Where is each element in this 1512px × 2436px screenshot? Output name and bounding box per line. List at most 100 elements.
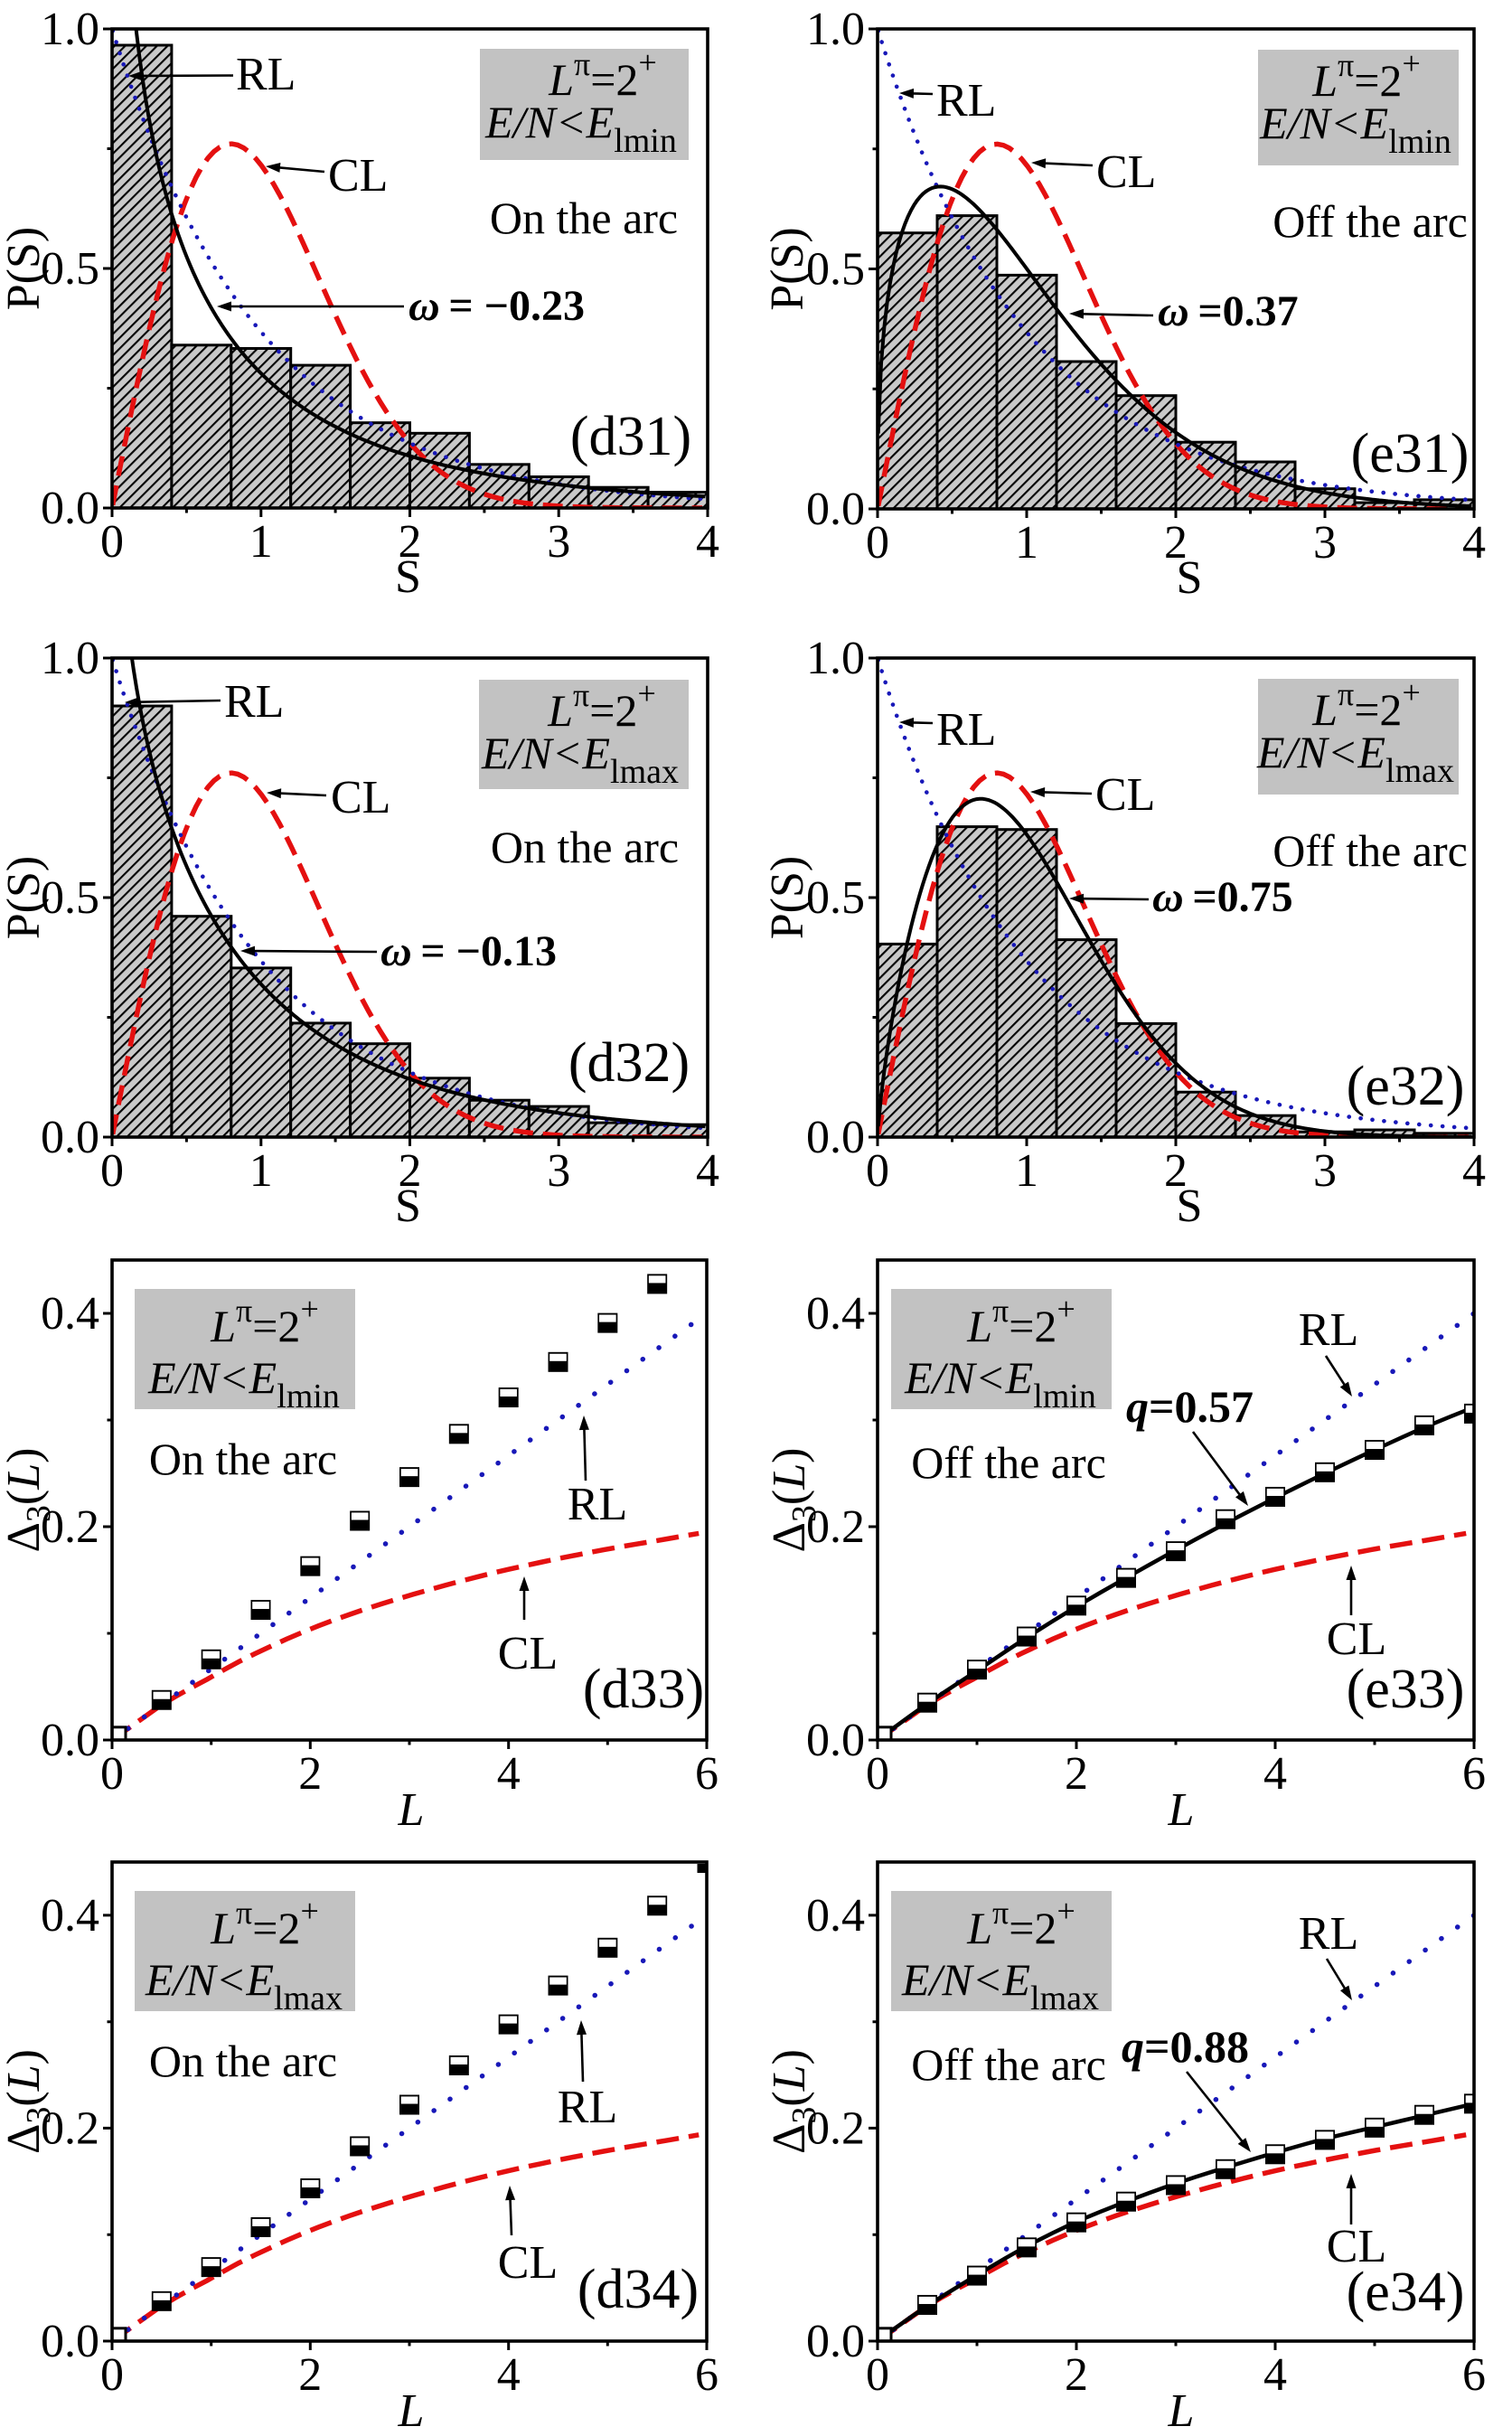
svg-text:3: 3	[1313, 1145, 1337, 1197]
svg-text:Off the arc: Off the arc	[911, 2039, 1106, 2090]
svg-text:6: 6	[1462, 1748, 1486, 1800]
svg-text:3: 3	[547, 1145, 570, 1197]
svg-text:6: 6	[695, 2349, 718, 2401]
svg-text:Δ3(L): Δ3(L)	[764, 1447, 823, 1552]
svg-text:RL: RL	[568, 1479, 627, 1530]
svg-text:Δ3(L): Δ3(L)	[0, 2049, 58, 2154]
svg-text:L: L	[398, 1784, 425, 1836]
svg-text:L: L	[1168, 2385, 1195, 2431]
svg-text:4: 4	[1462, 517, 1486, 569]
svg-text:P(S): P(S)	[762, 856, 813, 939]
svg-text:(e34): (e34)	[1347, 2262, 1465, 2323]
svg-text:ω =0.37: ω =0.37	[1158, 287, 1299, 335]
svg-text:Off the arc: Off the arc	[1273, 196, 1468, 247]
svg-text:0.0: 0.0	[41, 1715, 99, 1766]
svg-text:0.0: 0.0	[806, 2316, 865, 2367]
svg-text:3: 3	[547, 516, 570, 568]
svg-text:4: 4	[1263, 1748, 1287, 1800]
svg-text:6: 6	[695, 1748, 718, 1800]
svg-text:0: 0	[100, 1748, 124, 1800]
svg-text:0: 0	[100, 2349, 124, 2401]
svg-text:CL: CL	[1095, 769, 1155, 821]
svg-text:P(S): P(S)	[0, 856, 50, 939]
svg-text:0: 0	[866, 517, 889, 569]
svg-text:2: 2	[298, 2349, 322, 2401]
svg-text:1.0: 1.0	[41, 4, 99, 55]
svg-text:ω =0.75: ω =0.75	[1152, 873, 1293, 921]
svg-text:S: S	[395, 1180, 421, 1232]
svg-text:1: 1	[249, 1145, 273, 1197]
svg-text:RL: RL	[1299, 1908, 1358, 1960]
svg-text:S: S	[395, 551, 421, 603]
svg-text:0.4: 0.4	[806, 1890, 865, 1942]
svg-text:P(S): P(S)	[0, 227, 50, 310]
svg-text:CL: CL	[498, 2237, 558, 2289]
svg-text:RL: RL	[236, 49, 296, 100]
svg-text:0: 0	[866, 2349, 889, 2401]
svg-text:4: 4	[696, 1145, 719, 1197]
svg-text:P(S): P(S)	[762, 227, 813, 310]
svg-text:3: 3	[1313, 517, 1337, 569]
svg-text:On the arc: On the arc	[149, 1434, 337, 1484]
svg-text:Δ3(L): Δ3(L)	[0, 1447, 58, 1552]
svg-text:On the arc: On the arc	[491, 822, 679, 872]
svg-text:CL: CL	[331, 772, 390, 823]
svg-text:Off the arc: Off the arc	[1273, 825, 1468, 876]
svg-text:1: 1	[1015, 517, 1038, 569]
svg-text:1: 1	[249, 516, 273, 568]
svg-text:0.0: 0.0	[806, 484, 865, 535]
svg-text:CL: CL	[1327, 1613, 1386, 1665]
svg-text:0.4: 0.4	[806, 1288, 865, 1340]
svg-text:0: 0	[866, 1145, 889, 1197]
svg-text:0.5: 0.5	[806, 244, 865, 296]
svg-text:2: 2	[1065, 1748, 1088, 1800]
svg-text:(d33): (d33)	[583, 1659, 704, 1720]
svg-text:0.0: 0.0	[806, 1112, 865, 1163]
svg-text:0.0: 0.0	[806, 1715, 865, 1766]
svg-text:4: 4	[497, 2349, 521, 2401]
svg-text:4: 4	[1462, 1145, 1486, 1197]
svg-text:0: 0	[100, 516, 124, 568]
svg-text:CL: CL	[498, 1628, 558, 1679]
svg-text:ω = −0.23: ω = −0.23	[409, 282, 585, 330]
svg-text:(d32): (d32)	[568, 1032, 690, 1094]
svg-text:L: L	[398, 2385, 425, 2431]
svg-text:4: 4	[497, 1748, 521, 1800]
svg-text:1.0: 1.0	[41, 633, 99, 684]
svg-text:Δ3(L): Δ3(L)	[764, 2049, 823, 2154]
svg-text:(e32): (e32)	[1347, 1056, 1465, 1117]
svg-text:CL: CL	[328, 150, 388, 202]
svg-text:0.0: 0.0	[41, 483, 99, 534]
svg-text:S: S	[1177, 552, 1203, 604]
svg-text:0.0: 0.0	[41, 2316, 99, 2367]
svg-text:0.4: 0.4	[41, 1890, 99, 1942]
svg-text:q=0.88: q=0.88	[1122, 2021, 1249, 2072]
svg-text:On the arc: On the arc	[149, 2036, 337, 2086]
svg-text:0: 0	[100, 1145, 124, 1197]
svg-text:ω = −0.13: ω = −0.13	[380, 927, 557, 975]
svg-text:1.0: 1.0	[806, 633, 865, 684]
svg-text:Off the arc: Off the arc	[911, 1437, 1106, 1488]
svg-text:RL: RL	[558, 2082, 617, 2133]
svg-text:0.4: 0.4	[41, 1288, 99, 1340]
svg-text:0: 0	[866, 1748, 889, 1800]
svg-text:RL: RL	[224, 676, 284, 728]
svg-text:On the arc: On the arc	[490, 193, 678, 243]
svg-text:0.0: 0.0	[41, 1112, 99, 1163]
svg-text:1: 1	[1015, 1145, 1038, 1197]
svg-text:RL: RL	[936, 75, 996, 127]
svg-text:S: S	[1177, 1180, 1203, 1232]
svg-text:(e31): (e31)	[1351, 423, 1470, 484]
svg-text:CL: CL	[1096, 146, 1156, 198]
svg-text:0.5: 0.5	[806, 872, 865, 924]
svg-text:1.0: 1.0	[806, 4, 865, 55]
svg-text:2: 2	[1065, 2349, 1088, 2401]
svg-text:4: 4	[696, 516, 719, 568]
svg-text:q=0.57: q=0.57	[1126, 1381, 1254, 1432]
svg-text:(d31): (d31)	[570, 406, 691, 467]
svg-text:RL: RL	[936, 704, 996, 756]
svg-text:2: 2	[298, 1748, 322, 1800]
svg-text:L: L	[1168, 1784, 1195, 1836]
svg-text:(d34): (d34)	[578, 2259, 699, 2320]
svg-text:4: 4	[1263, 2349, 1287, 2401]
